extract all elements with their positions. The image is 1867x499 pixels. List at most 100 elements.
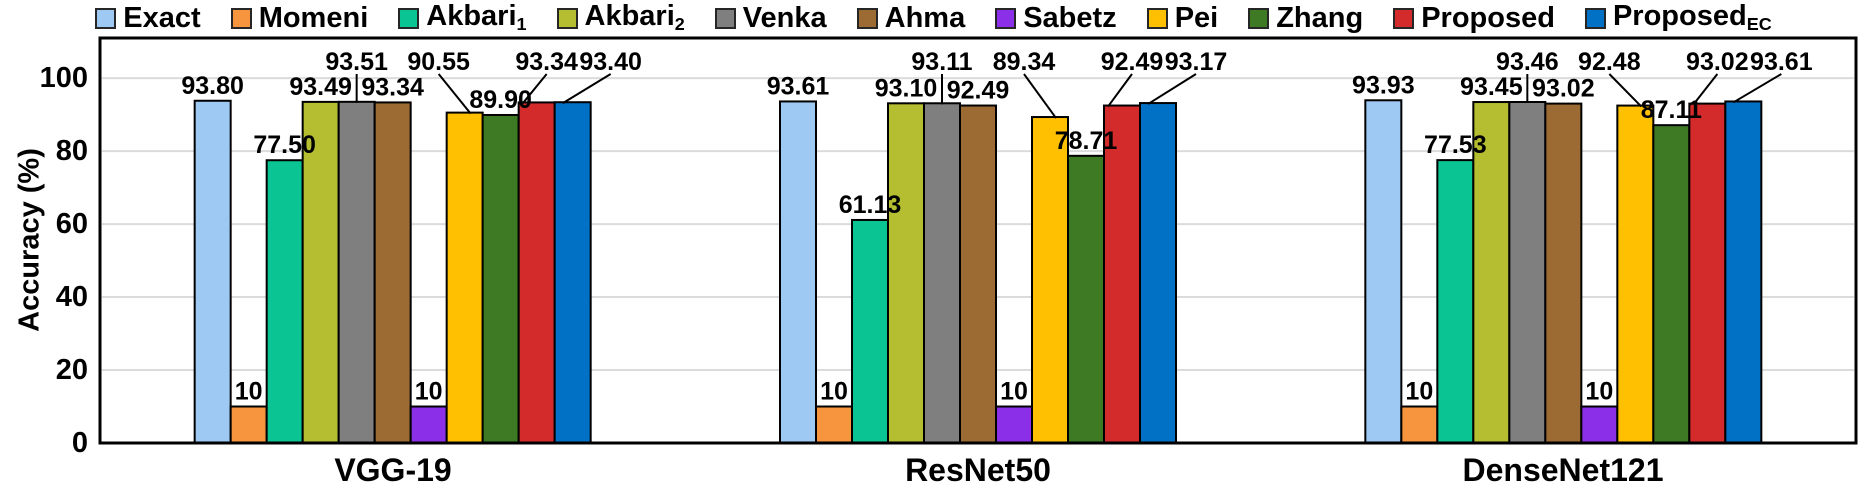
bar-proposed-ec-resnet50 (1139, 102, 1177, 444)
value-label: 10 (1405, 378, 1433, 406)
chart-legend: Exact Momeni Akbari1 Akbari2 Venka Ahma Sabetz… (0, 0, 1867, 36)
value-label: 89.34 (993, 48, 1056, 76)
bar-momeni-vgg-19 (229, 405, 268, 445)
value-label: 93.45 (1460, 73, 1523, 101)
legend-item-zhang: Zhang (1248, 2, 1363, 35)
bar-venka-densenet121 (1508, 100, 1547, 445)
y-tick-60: 60 (55, 208, 88, 240)
leader-line (1147, 73, 1197, 105)
bar-akbari-2-resnet50 (887, 102, 925, 444)
category-label-vgg19: VGG-19 (334, 452, 452, 488)
legend-item-sabetz: Sabetz (995, 1, 1117, 35)
legend-label-exact: Exact (123, 1, 201, 34)
legend-label-proposed: Proposed (1421, 1, 1555, 34)
legend-swatch-akbari-1 (398, 7, 420, 29)
value-label: 93.61 (1750, 48, 1813, 76)
leader-line (521, 73, 548, 105)
bar-proposed-ec-densenet121 (1724, 100, 1763, 444)
value-label: 78.71 (1055, 127, 1118, 155)
legend-label-pei: Pei (1174, 1, 1219, 34)
bar-ahma-densenet121 (1544, 102, 1583, 445)
y-tick-100: 100 (39, 62, 88, 94)
value-label: 93.61 (767, 72, 830, 100)
leader-line (1107, 73, 1133, 108)
bar-sabetz-densenet121 (1580, 405, 1619, 445)
legend-item-proposed-ec: ProposedEC (1584, 0, 1772, 35)
value-label: 92.49 (1101, 48, 1164, 76)
leader-line (437, 73, 472, 115)
bar-zhang-densenet121 (1652, 124, 1691, 444)
legend-item-akbari-1: Akbari1 (398, 0, 527, 35)
bar-exact-resnet50 (779, 100, 817, 444)
value-label: 93.49 (289, 73, 352, 101)
value-label: 10 (415, 378, 443, 406)
value-label: 61.13 (839, 191, 902, 219)
legend-swatch-sabetz (995, 7, 1017, 29)
value-label: 93.40 (579, 48, 642, 76)
value-label: 10 (1585, 378, 1613, 406)
legend-item-pei: Pei (1146, 1, 1219, 35)
bar-proposed-resnet50 (1103, 104, 1141, 444)
value-label: 93.34 (361, 73, 424, 101)
legend-item-ahma: Ahma (856, 1, 966, 35)
bar-akbari-2-densenet121 (1472, 101, 1511, 444)
category-label-densenet121: DenseNet121 (1462, 452, 1664, 488)
legend-item-akbari-2: Akbari2 (556, 0, 685, 35)
value-label: 93.51 (325, 48, 388, 76)
bar-momeni-resnet50 (815, 405, 853, 445)
value-label: 93.80 (181, 72, 244, 100)
value-label: 93.34 (515, 48, 578, 76)
legend-swatch-akbari-2 (556, 7, 578, 29)
bar-proposed-ec-vgg-19 (553, 101, 592, 444)
bar-akbari-1-densenet121 (1436, 159, 1475, 444)
legend-swatch-ahma (856, 7, 878, 29)
bar-pei-vgg-19 (445, 111, 484, 444)
legend-label-zhang: Zhang (1276, 1, 1364, 34)
value-label: 10 (1000, 378, 1028, 406)
y-tick-40: 40 (55, 281, 88, 313)
y-tick-80: 80 (55, 135, 88, 167)
legend-swatch-zhang (1248, 7, 1270, 29)
value-label: 93.46 (1496, 48, 1559, 76)
bar-akbari-1-vgg-19 (265, 159, 304, 444)
y-tick-20: 20 (55, 354, 88, 386)
bar-exact-densenet121 (1364, 99, 1403, 444)
value-label: 93.17 (1165, 48, 1228, 76)
legend-label-akbari-1: Akbari1 (426, 0, 527, 35)
value-label: 92.48 (1578, 48, 1641, 76)
legend-label-ahma: Ahma (884, 1, 966, 34)
bar-venka-vgg-19 (337, 100, 376, 445)
bar-sabetz-resnet50 (995, 405, 1033, 445)
value-label: 93.10 (875, 74, 938, 102)
value-label: 93.11 (911, 48, 972, 76)
legend-swatch-pei (1146, 7, 1168, 29)
legend-label-venka: Venka (742, 1, 827, 34)
bar-proposed-densenet121 (1688, 102, 1727, 445)
value-label: 92.49 (947, 77, 1010, 105)
value-label: 93.02 (1686, 48, 1749, 76)
value-label: 10 (820, 378, 848, 406)
bar-sabetz-vgg-19 (409, 405, 448, 445)
leader-line (1608, 73, 1643, 108)
bar-momeni-densenet121 (1400, 405, 1439, 445)
legend-swatch-venka (714, 7, 736, 29)
legend-swatch-momeni (230, 7, 252, 29)
legend-label-akbari-2: Akbari2 (584, 0, 685, 35)
plot-border (98, 36, 1858, 445)
bar-ahma-vgg-19 (373, 101, 412, 444)
bar-zhang-vgg-19 (481, 113, 520, 445)
leader-line (1023, 73, 1057, 119)
legend-swatch-exact (95, 7, 117, 29)
leader-line (1692, 73, 1719, 106)
legend-label-sabetz: Sabetz (1023, 1, 1117, 34)
y-tick-0: 0 (71, 427, 88, 459)
bar-akbari-1-resnet50 (851, 218, 889, 444)
value-label: 87.11 (1641, 96, 1702, 124)
legend-item-momeni: Momeni (230, 1, 369, 35)
bar-ahma-resnet50 (959, 104, 997, 444)
legend-label-momeni: Momeni (258, 1, 369, 34)
bar-pei-resnet50 (1031, 116, 1069, 445)
bar-pei-densenet121 (1616, 104, 1655, 445)
